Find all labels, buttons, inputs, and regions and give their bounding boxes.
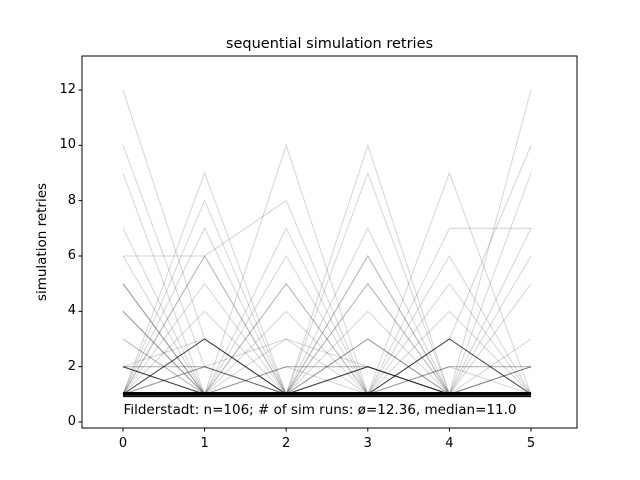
x-tick-label: 1 [200,436,209,451]
y-tick-label: 10 [59,137,76,153]
x-tick-label: 4 [445,436,454,451]
x-tick-label: 2 [282,436,291,451]
y-axis-ticks: 0 2 4 6 8 10 12 [50,0,76,480]
annotation-label: Filderstadt: n=106; # of sim runs: ø=12.… [123,402,517,418]
x-tick-label: 0 [118,436,128,451]
x-tick-label: 5 [526,436,536,451]
y-tick-label: 8 [67,192,76,208]
y-tick-label: 12 [59,81,76,97]
x-axis-ticks: 0 1 2 3 4 5 [0,436,640,454]
y-tick-label: 2 [67,358,76,374]
chart-title: sequential simulation retries [225,36,434,52]
y-tick-label: 6 [67,247,76,263]
x-tick-label: 3 [363,436,372,451]
y-tick-label: 0 [67,414,76,429]
y-tick-label: 4 [67,303,76,319]
